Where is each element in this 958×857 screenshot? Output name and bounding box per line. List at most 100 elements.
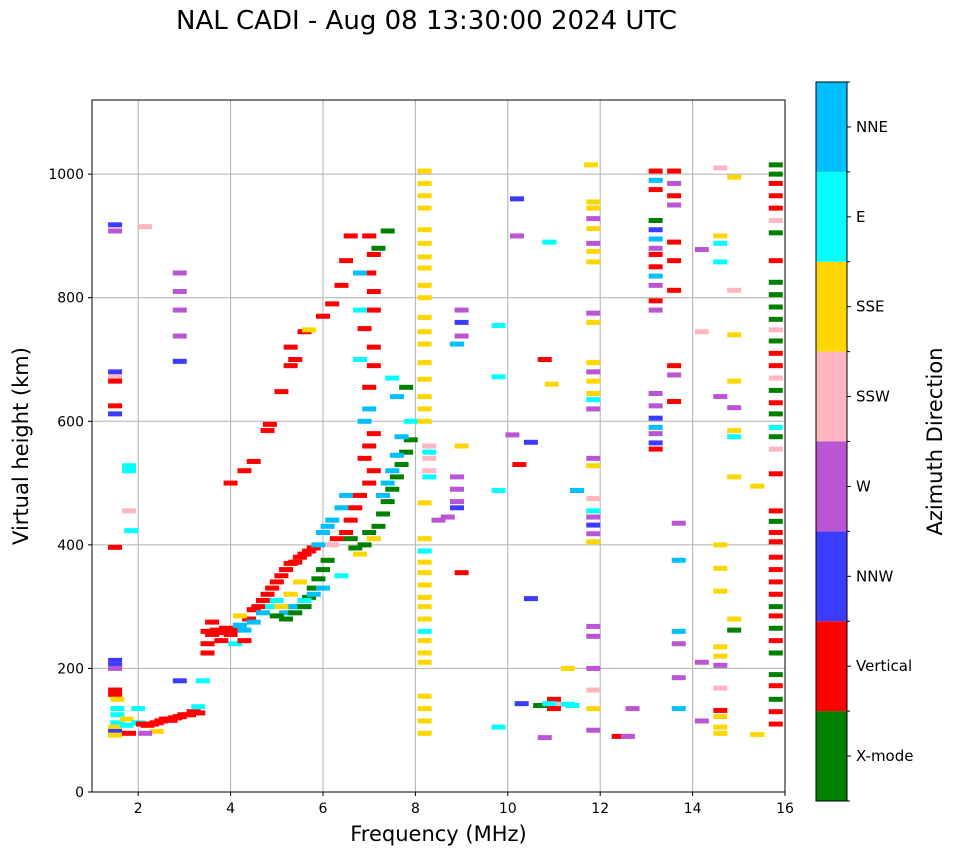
data-point-sse xyxy=(713,588,728,594)
x-tick-label: 2 xyxy=(134,801,143,817)
data-point-w xyxy=(537,735,552,741)
data-point-w xyxy=(431,517,446,523)
data-point-e xyxy=(131,706,146,712)
data-point-w xyxy=(454,307,469,313)
data-point-sse xyxy=(586,378,601,384)
data-point-vertical xyxy=(242,616,257,622)
data-point-sse xyxy=(417,295,432,301)
data-point-nnw xyxy=(108,662,123,668)
data-point-e xyxy=(121,463,136,469)
data-point-vertical xyxy=(768,530,783,535)
data-point-nne xyxy=(311,542,326,548)
data-point-nnw xyxy=(648,227,663,233)
data-point-w xyxy=(172,289,187,295)
data-point-x-mode xyxy=(768,171,783,177)
y-tick-label: 400 xyxy=(57,538,84,554)
data-point-vertical xyxy=(292,554,307,560)
data-point-x-mode xyxy=(357,542,372,548)
data-point-x-mode xyxy=(768,696,783,702)
data-point-vertical xyxy=(362,480,377,486)
x-axis-label: Frequency (MHz) xyxy=(350,822,526,846)
data-point-e xyxy=(191,704,206,710)
data-point-sse xyxy=(713,565,728,571)
y-axis: 0 200 400 600 800 1000 xyxy=(48,167,92,801)
x-tick-label: 6 xyxy=(319,801,328,817)
data-point-vertical xyxy=(325,301,340,307)
data-point-sse xyxy=(417,616,432,622)
data-point-x-mode xyxy=(533,703,548,708)
data-point-vertical xyxy=(768,539,783,545)
data-point-sse xyxy=(750,732,765,738)
data-point-e xyxy=(727,434,742,440)
data-point-vertical xyxy=(768,508,783,514)
data-point-nnw xyxy=(172,678,187,684)
data-point-sse xyxy=(586,390,601,396)
data-point-vertical xyxy=(366,431,381,437)
data-point-ssw xyxy=(422,443,437,449)
data-point-w xyxy=(586,514,601,520)
data-point-e xyxy=(385,375,400,381)
data-point-e xyxy=(352,357,367,362)
data-point-e xyxy=(491,374,506,380)
data-point-vertical xyxy=(366,344,381,350)
data-point-vertical xyxy=(246,458,261,464)
data-point-e xyxy=(110,706,125,712)
data-point-w xyxy=(671,675,686,681)
data-point-vertical xyxy=(768,350,783,356)
data-point-sse xyxy=(713,714,728,720)
data-point-w xyxy=(648,245,663,251)
data-point-vertical xyxy=(288,357,303,362)
data-point-vertical xyxy=(667,399,682,405)
data-point-e xyxy=(565,703,580,708)
data-point-sse xyxy=(586,539,601,545)
colorbar-label: X-mode xyxy=(856,747,913,765)
data-point-w xyxy=(671,520,686,526)
colorbar-segment xyxy=(816,711,847,801)
colorbar-frame xyxy=(815,81,848,802)
data-point-nne xyxy=(279,610,294,616)
data-point-e xyxy=(228,641,243,647)
data-point-w xyxy=(586,369,601,375)
data-point-e xyxy=(713,240,728,246)
data-point-sse xyxy=(417,582,432,588)
data-point-nnw xyxy=(108,728,123,734)
data-point-sse xyxy=(417,536,432,542)
data-point-vertical xyxy=(343,233,358,239)
data-point-w xyxy=(505,432,520,438)
data-point-x-mode xyxy=(768,279,783,285)
data-point-x-mode xyxy=(380,228,395,234)
data-point-vertical xyxy=(648,298,663,304)
data-point-x-mode xyxy=(768,292,783,298)
data-point-x-mode xyxy=(394,462,409,468)
data-point-vertical xyxy=(768,400,783,406)
data-point-nnw xyxy=(586,522,601,528)
data-point-w xyxy=(694,659,709,665)
colorbar-segment xyxy=(816,171,847,262)
data-point-vertical xyxy=(237,638,252,644)
data-point-ssw xyxy=(768,217,783,223)
data-point-vertical xyxy=(648,264,663,270)
data-point-sse xyxy=(274,604,289,610)
y-tick-label: 1000 xyxy=(48,167,84,183)
data-point-vertical xyxy=(228,627,243,633)
data-point-sse xyxy=(713,542,728,548)
data-point-w xyxy=(586,727,601,733)
data-point-ssw xyxy=(768,375,783,381)
data-point-e xyxy=(119,722,134,728)
data-point-vertical xyxy=(768,683,783,689)
data-point-vertical xyxy=(648,187,663,193)
data-point-vertical xyxy=(274,389,289,395)
data-point-e xyxy=(713,259,728,265)
colorbar-segment xyxy=(816,531,847,622)
data-point-x-mode xyxy=(362,530,377,535)
data-point-sse xyxy=(417,227,432,233)
data-point-ssw xyxy=(108,374,123,380)
data-point-w xyxy=(172,333,187,339)
data-point-x-mode xyxy=(385,486,400,492)
colorbar-label: NNE xyxy=(856,118,888,136)
data-point-ssw xyxy=(694,329,709,335)
data-point-e xyxy=(352,307,367,313)
data-point-nne xyxy=(357,418,372,424)
data-point-nne xyxy=(389,394,404,400)
data-point-nne xyxy=(385,468,400,474)
